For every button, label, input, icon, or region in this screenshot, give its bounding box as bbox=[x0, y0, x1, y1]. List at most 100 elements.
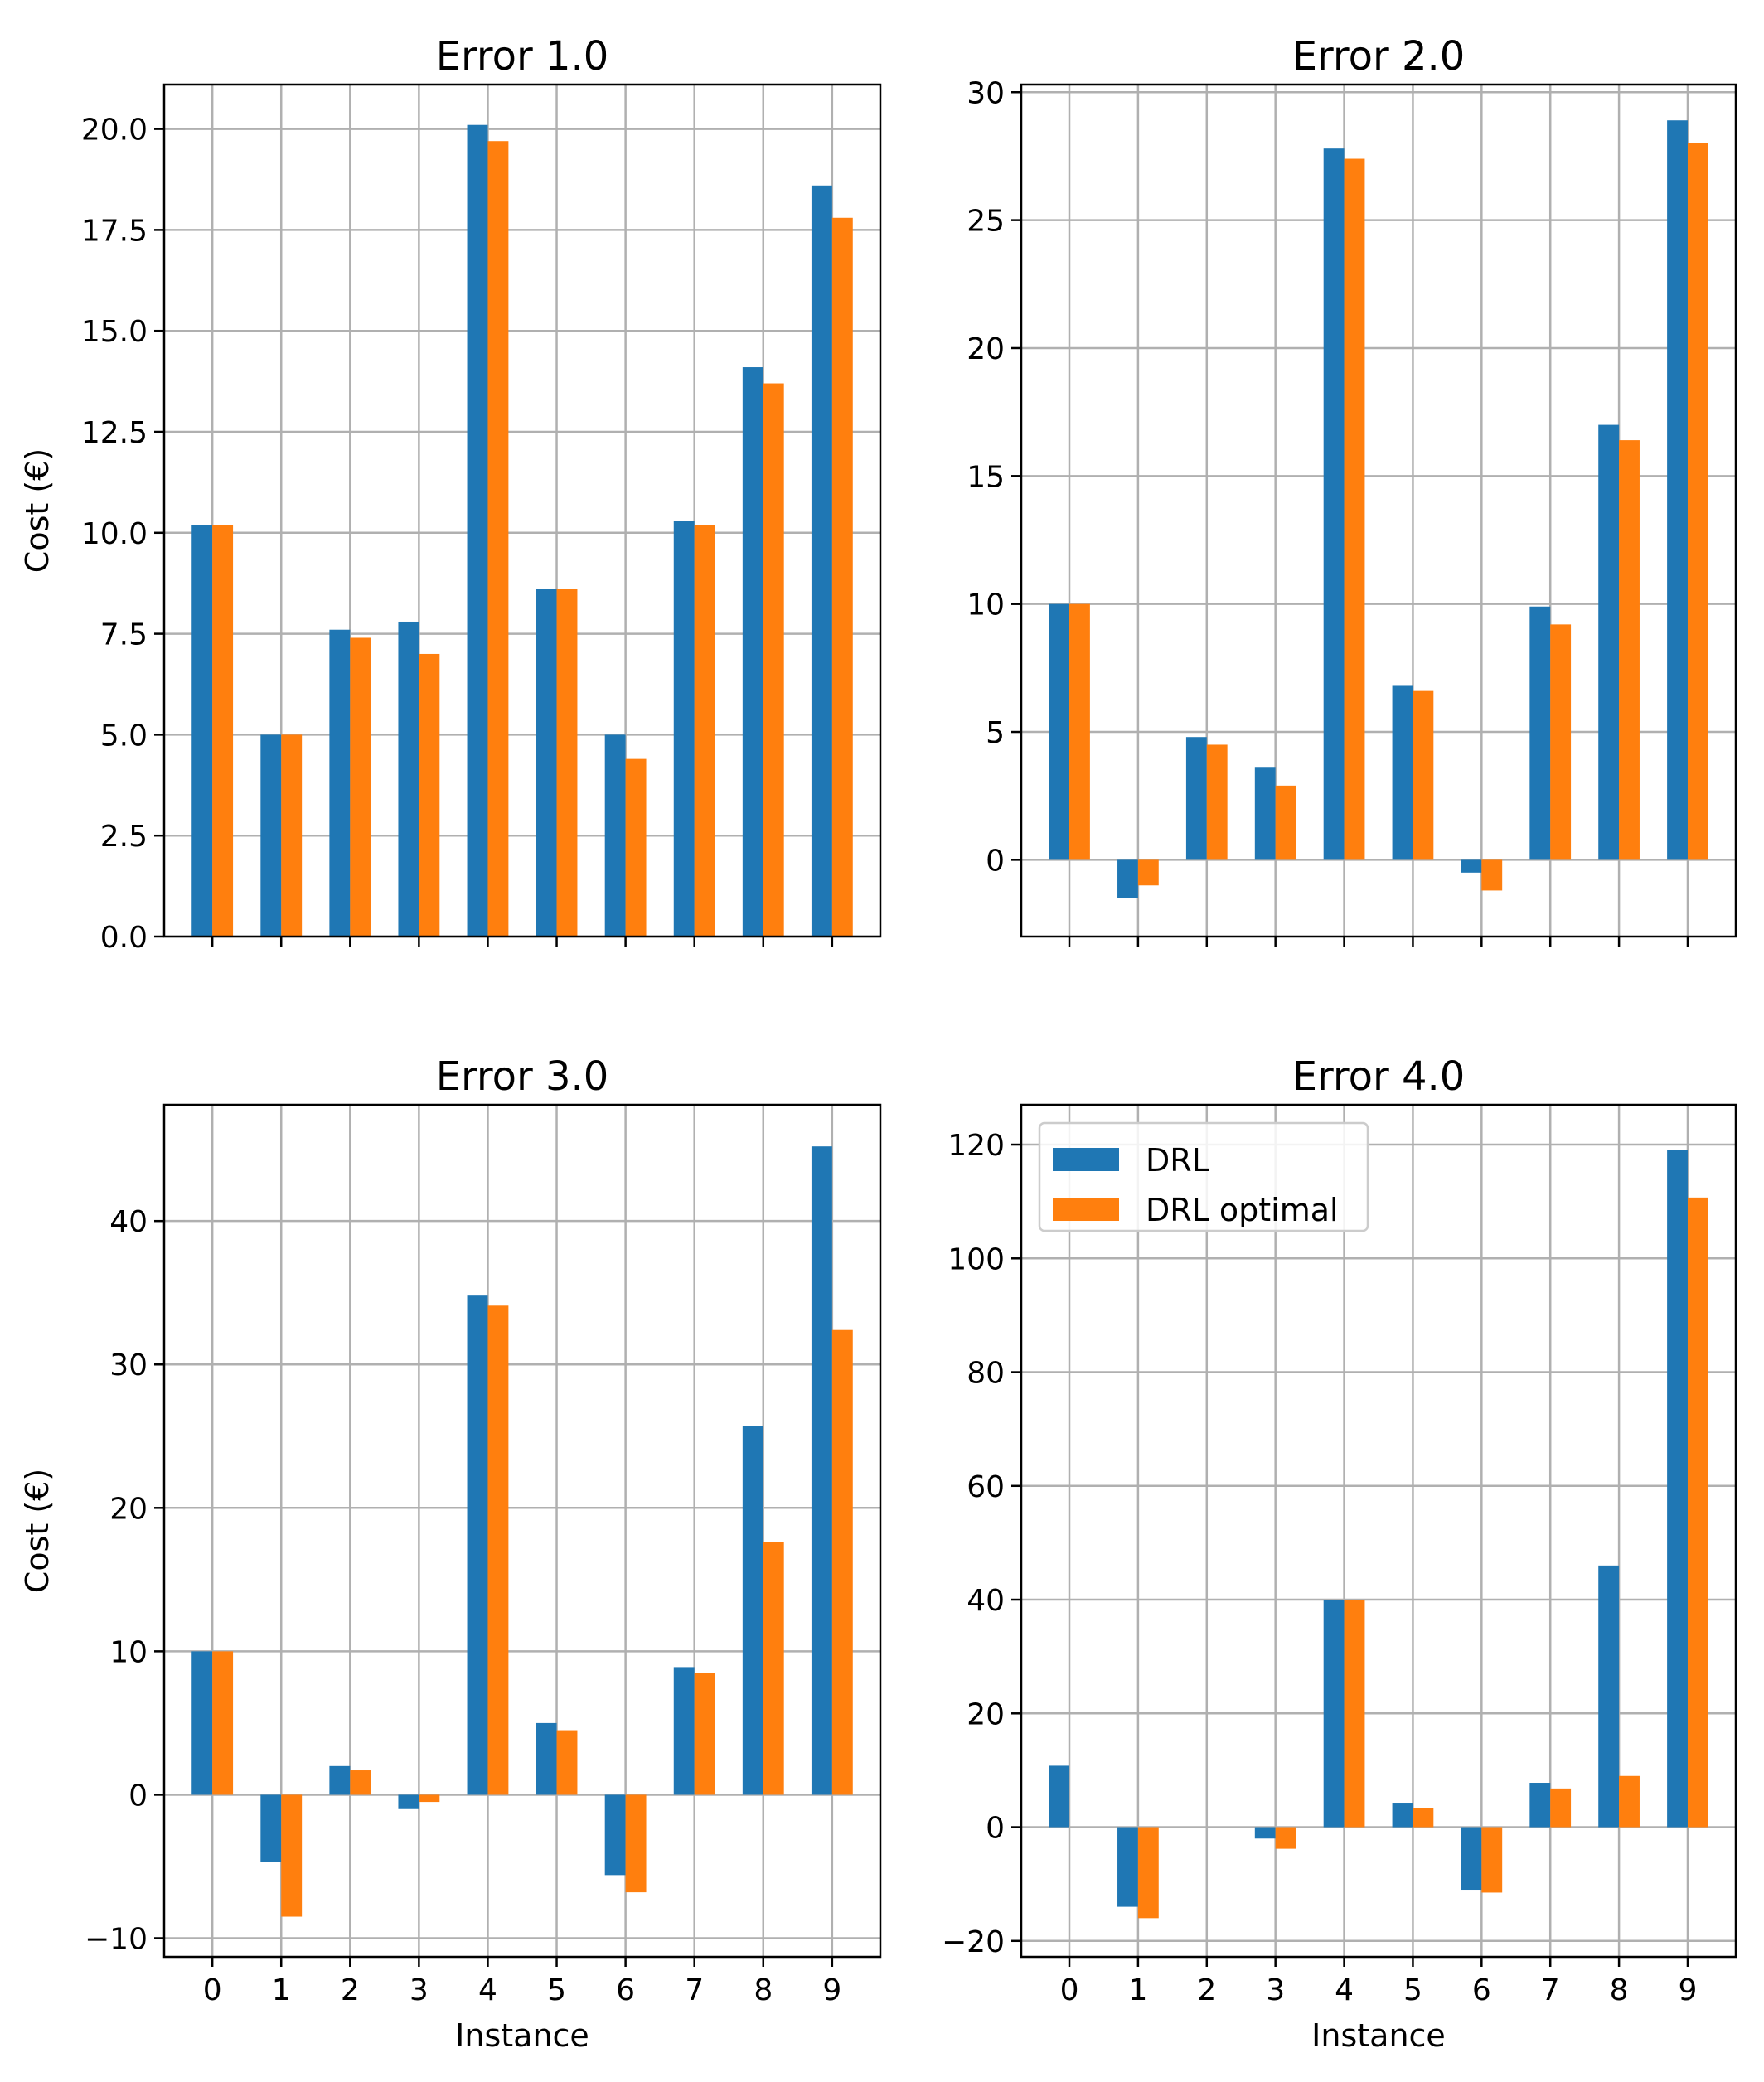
bar-drl-6 bbox=[604, 1794, 626, 1876]
bar-drl-3 bbox=[1254, 767, 1276, 860]
bar-drl-optimal-1 bbox=[1137, 1827, 1159, 1919]
bar-drl-optimal-5 bbox=[1413, 1808, 1434, 1828]
x-tick-label: 8 bbox=[1610, 1973, 1629, 2007]
y-tick-label: 0.0 bbox=[100, 921, 148, 955]
chart-panel-0: 0.0 2.5 5.0 7.5 10.0 12.5 15.0 17.5 20.0 Error 1.… bbox=[19, 33, 882, 955]
bar-drl-optimal-5 bbox=[556, 1730, 578, 1795]
bar-drl-optimal-6 bbox=[1481, 859, 1503, 891]
x-tick-label: 4 bbox=[478, 1973, 497, 2007]
bar-drl-7 bbox=[1529, 606, 1551, 860]
bar-drl-optimal-6 bbox=[1481, 1827, 1503, 1893]
bar-drl-5 bbox=[536, 1722, 557, 1795]
bar-drl-optimal-6 bbox=[625, 1794, 647, 1893]
x-tick-label: 4 bbox=[1335, 1973, 1354, 2007]
bar-drl-8 bbox=[1598, 1565, 1620, 1828]
bar-drl-6 bbox=[1461, 859, 1482, 873]
bar-drl-5 bbox=[1392, 685, 1413, 860]
bar-drl-optimal-0 bbox=[1069, 603, 1090, 860]
bar-drl-optimal-0 bbox=[212, 525, 234, 937]
bar-drl-8 bbox=[742, 367, 763, 937]
axes-frame bbox=[162, 1103, 882, 1959]
bar-drl-7 bbox=[1529, 1783, 1551, 1828]
bar-drl-3 bbox=[1254, 1827, 1276, 1839]
bar-drl-1 bbox=[1117, 859, 1138, 898]
y-axis-label: Cost (€) bbox=[19, 448, 56, 573]
x-tick-label: 5 bbox=[547, 1973, 566, 2007]
x-tick-label: 6 bbox=[1472, 1973, 1491, 2007]
chart-title: Error 2.0 bbox=[1292, 33, 1466, 80]
x-axis-label: Instance bbox=[455, 2017, 589, 2054]
chart-panel-2: 0 1 2 3 4 5 6 7 8 9 −10 0 10 20 30 40 Error 3.0 Instance C… bbox=[19, 1053, 882, 2054]
legend-swatch-drl-optimal bbox=[1053, 1198, 1119, 1221]
y-tick-label: 17.5 bbox=[81, 214, 148, 248]
bar-drl-optimal-0 bbox=[212, 1651, 234, 1795]
bar-drl-0 bbox=[1049, 603, 1070, 860]
chart-panel-3: 0 1 2 3 4 5 6 7 8 9 −20 0 20 40 60 80 100 120 Error 4.0 Ins… bbox=[942, 1053, 1737, 2054]
bar-drl-1 bbox=[260, 1794, 282, 1862]
y-tick-label: −20 bbox=[942, 1925, 1005, 1959]
axes-frame bbox=[162, 83, 882, 938]
x-tick-label: 0 bbox=[203, 1973, 222, 2007]
bar-drl-4 bbox=[467, 124, 488, 937]
bar-drl-6 bbox=[1461, 1827, 1482, 1891]
y-tick-label: 30 bbox=[967, 76, 1005, 110]
bar-drl-7 bbox=[673, 1667, 695, 1795]
chart-title: Error 3.0 bbox=[436, 1053, 609, 1100]
bar-drl-9 bbox=[1667, 120, 1688, 860]
x-tick-label: 0 bbox=[1060, 1973, 1079, 2007]
bar-drl-9 bbox=[811, 1146, 832, 1795]
bar-drl-optimal-3 bbox=[1275, 1827, 1296, 1849]
bar-drl-optimal-1 bbox=[281, 1794, 303, 1917]
bar-drl-4 bbox=[467, 1295, 488, 1795]
bar-drl-4 bbox=[1323, 148, 1345, 860]
y-tick-label: 40 bbox=[967, 1584, 1005, 1618]
bar-drl-optimal-2 bbox=[1206, 744, 1228, 860]
bar-drl-optimal-3 bbox=[1275, 785, 1296, 860]
bar-drl-optimal-7 bbox=[694, 525, 715, 937]
bar-drl-1 bbox=[1117, 1827, 1138, 1907]
bar-drl-optimal-2 bbox=[350, 637, 371, 937]
bar-drl-optimal-9 bbox=[1687, 1197, 1708, 1828]
y-tick-label: 80 bbox=[967, 1357, 1005, 1391]
y-tick-label: 30 bbox=[109, 1348, 148, 1382]
chart-title: Error 1.0 bbox=[436, 33, 609, 80]
x-tick-label: 7 bbox=[685, 1973, 704, 2007]
bar-drl-5 bbox=[1392, 1803, 1413, 1828]
bar-drl-optimal-9 bbox=[1687, 143, 1708, 860]
bar-drl-optimal-9 bbox=[831, 217, 853, 937]
bar-drl-0 bbox=[1049, 1765, 1070, 1828]
bar-drl-optimal-8 bbox=[1619, 1775, 1640, 1828]
y-tick-label: 2.5 bbox=[100, 820, 148, 854]
bar-drl-1 bbox=[260, 734, 282, 937]
x-tick-label: 2 bbox=[1197, 1973, 1216, 2007]
x-tick-label: 3 bbox=[1266, 1973, 1285, 2007]
bar-drl-optimal-6 bbox=[625, 758, 647, 937]
y-axis-label: Cost (€) bbox=[19, 1469, 56, 1593]
bar-drl-optimal-4 bbox=[487, 141, 509, 937]
x-tick-label: 1 bbox=[1128, 1973, 1147, 2007]
chart-title: Error 4.0 bbox=[1292, 1053, 1466, 1100]
bar-drl-optimal-9 bbox=[831, 1329, 853, 1795]
x-tick-label: 2 bbox=[341, 1973, 360, 2007]
y-tick-label: 12.5 bbox=[81, 416, 148, 450]
x-tick-label: 1 bbox=[272, 1973, 291, 2007]
y-tick-label: 0 bbox=[128, 1779, 148, 1813]
bar-drl-optimal-4 bbox=[487, 1305, 509, 1795]
bar-drl-optimal-7 bbox=[1550, 1788, 1572, 1828]
x-tick-label: 7 bbox=[1541, 1973, 1560, 2007]
bar-drl-8 bbox=[742, 1426, 763, 1795]
bar-drl-optimal-7 bbox=[1550, 624, 1572, 860]
bar-drl-optimal-4 bbox=[1344, 1600, 1365, 1828]
y-tick-label: 60 bbox=[967, 1470, 1005, 1504]
y-tick-label: 40 bbox=[109, 1205, 148, 1239]
bar-drl-7 bbox=[673, 520, 695, 937]
y-tick-label: 120 bbox=[947, 1129, 1005, 1163]
x-tick-label: 9 bbox=[1679, 1973, 1698, 2007]
bar-drl-optimal-3 bbox=[419, 653, 440, 937]
bar-drl-optimal-8 bbox=[763, 383, 784, 937]
y-tick-label: 15.0 bbox=[81, 315, 148, 349]
bar-drl-0 bbox=[191, 1651, 213, 1795]
y-tick-label: 10.0 bbox=[81, 517, 148, 551]
y-tick-label: 20.0 bbox=[81, 114, 148, 148]
bar-drl-3 bbox=[398, 1794, 419, 1809]
